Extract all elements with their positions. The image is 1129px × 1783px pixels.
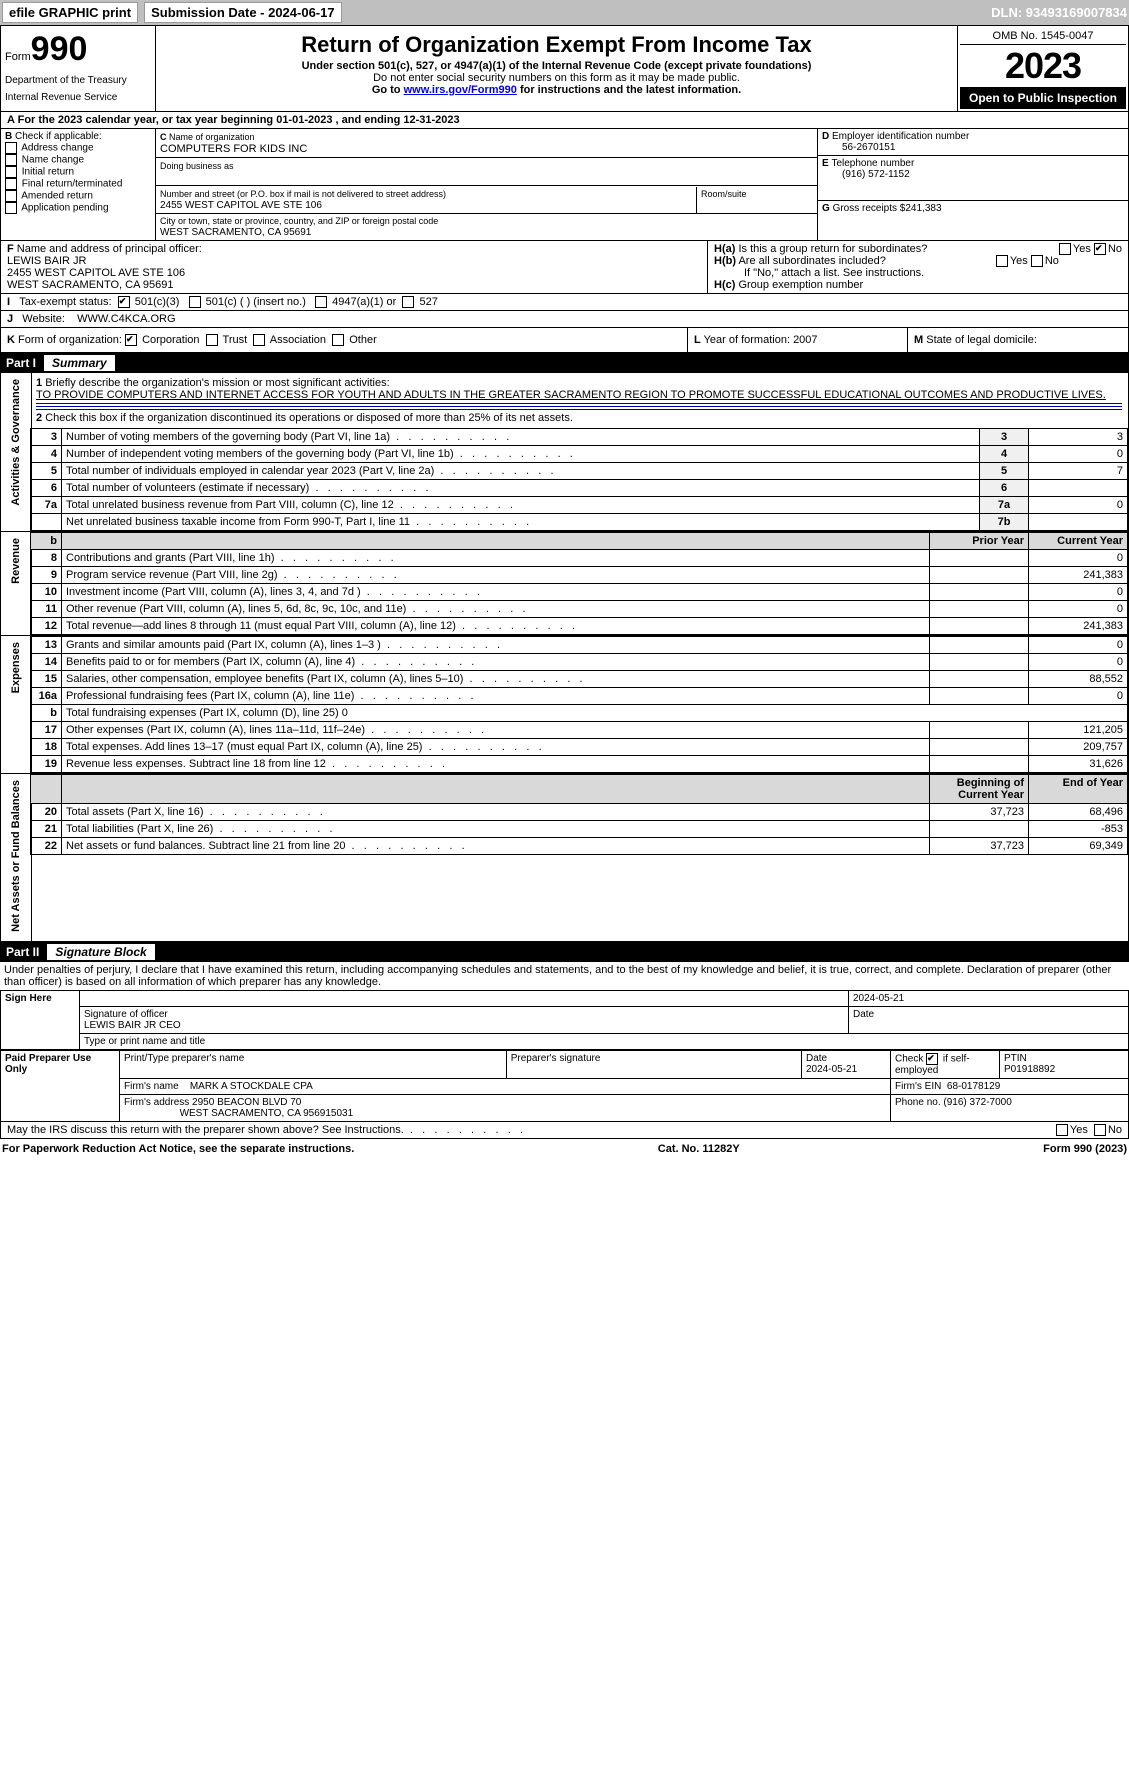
i-501c[interactable] bbox=[189, 296, 201, 308]
officer-sig: LEWIS BAIR JR CEO bbox=[84, 1020, 181, 1031]
line-a: A For the 2023 calendar year, or tax yea… bbox=[0, 112, 1129, 129]
dln-label: DLN: 93493169007834 bbox=[991, 5, 1127, 20]
irs-link[interactable]: www.irs.gov/Form990 bbox=[404, 84, 517, 96]
self-employed-check[interactable] bbox=[926, 1053, 938, 1065]
efile-button[interactable]: efile GRAPHIC print bbox=[2, 2, 138, 23]
part2-header: Part IISignature Block bbox=[0, 942, 1129, 962]
discuss-label: May the IRS discuss this return with the… bbox=[7, 1124, 404, 1136]
paid-preparer: Paid Preparer Use Only bbox=[1, 1051, 120, 1122]
side-revenue: Revenue bbox=[0, 532, 32, 636]
sign-here: Sign Here bbox=[1, 991, 80, 1050]
ha-yes[interactable] bbox=[1059, 243, 1071, 255]
org-name: COMPUTERS FOR KIDS INC bbox=[160, 143, 307, 155]
checkbox-final[interactable] bbox=[5, 178, 17, 190]
section-b: B Check if applicable: Address change Na… bbox=[1, 129, 156, 240]
i-527[interactable] bbox=[402, 296, 414, 308]
end-year-hdr: End of Year bbox=[1029, 775, 1128, 804]
form-subtitle: Under section 501(c), 527, or 4947(a)(1)… bbox=[160, 60, 953, 72]
checkbox-address[interactable] bbox=[5, 142, 17, 154]
checkbox-initial[interactable] bbox=[5, 166, 17, 178]
k-corp[interactable] bbox=[125, 334, 137, 346]
omb-number: OMB No. 1545-0047 bbox=[960, 28, 1126, 45]
discuss-yes[interactable] bbox=[1056, 1124, 1068, 1136]
firm-city: WEST SACRAMENTO, CA 956915031 bbox=[180, 1108, 354, 1119]
form-number: Form990 bbox=[5, 30, 151, 69]
footer-mid: Cat. No. 11282Y bbox=[658, 1143, 740, 1155]
ein-value: 56-2670151 bbox=[822, 142, 895, 153]
begin-year-hdr: Beginning of Current Year bbox=[930, 775, 1029, 804]
hb-yes[interactable] bbox=[996, 255, 1008, 267]
prep-date: 2024-05-21 bbox=[806, 1064, 857, 1075]
firm-ein: 68-0178129 bbox=[947, 1081, 1000, 1092]
ssn-note: Do not enter social security numbers on … bbox=[160, 72, 953, 84]
i-501c3[interactable] bbox=[118, 296, 130, 308]
gross-receipts: 241,383 bbox=[905, 203, 941, 214]
declaration: Under penalties of perjury, I declare th… bbox=[0, 962, 1129, 990]
tax-year: 2023 bbox=[960, 45, 1126, 87]
prior-year-hdr: Prior Year bbox=[930, 533, 1029, 550]
side-governance: Activities & Governance bbox=[0, 373, 32, 532]
side-expenses: Expenses bbox=[0, 636, 32, 774]
open-public: Open to Public Inspection bbox=[960, 87, 1126, 109]
website: WWW.C4KCA.ORG bbox=[77, 313, 175, 325]
officer-addr: 2455 WEST CAPITOL AVE STE 106 bbox=[7, 267, 185, 279]
year-formation: 2007 bbox=[793, 334, 817, 346]
firm-phone: (916) 372-7000 bbox=[943, 1097, 1011, 1108]
side-net: Net Assets or Fund Balances bbox=[0, 774, 32, 942]
mission-text: TO PROVIDE COMPUTERS AND INTERNET ACCESS… bbox=[36, 389, 1106, 401]
domicile-label: State of legal domicile: bbox=[926, 334, 1037, 346]
k-other[interactable] bbox=[332, 334, 344, 346]
dba-label: Doing business as bbox=[160, 161, 234, 171]
k-trust[interactable] bbox=[206, 334, 218, 346]
hc-label: Group exemption number bbox=[738, 279, 863, 291]
irs-label: Internal Revenue Service bbox=[5, 86, 151, 103]
part1-header: Part ISummary bbox=[0, 353, 1129, 373]
checkbox-name[interactable] bbox=[5, 154, 17, 166]
org-address: 2455 WEST CAPITOL AVE STE 106 bbox=[160, 200, 322, 211]
top-bar: efile GRAPHIC print Submission Date - 20… bbox=[0, 0, 1129, 25]
form-title: Return of Organization Exempt From Incom… bbox=[160, 32, 953, 58]
checkbox-pending[interactable] bbox=[5, 202, 17, 214]
discuss-no[interactable] bbox=[1094, 1124, 1106, 1136]
hb-no[interactable] bbox=[1031, 255, 1043, 267]
officer-city: WEST SACRAMENTO, CA 95691 bbox=[7, 279, 173, 291]
ha-no[interactable] bbox=[1094, 243, 1106, 255]
preparer-name-lbl: Print/Type preparer's name bbox=[120, 1051, 507, 1079]
sign-date: 2024-05-21 bbox=[849, 991, 1129, 1007]
officer-name: LEWIS BAIR JR bbox=[7, 255, 86, 267]
footer-right: Form 990 (2023) bbox=[1043, 1143, 1127, 1155]
i-4947[interactable] bbox=[315, 296, 327, 308]
org-city: WEST SACRAMENTO, CA 95691 bbox=[160, 227, 311, 238]
line2-text: Check this box if the organization disco… bbox=[45, 412, 573, 424]
ptin-val: P01918892 bbox=[1004, 1064, 1055, 1075]
dept-treasury: Department of the Treasury bbox=[5, 69, 151, 86]
hb-note: If "No," attach a list. See instructions… bbox=[714, 267, 924, 279]
phone-value: (916) 572-1152 bbox=[822, 169, 910, 180]
firm-address: 2950 BEACON BLVD 70 bbox=[192, 1097, 301, 1108]
room-label: Room/suite bbox=[701, 189, 747, 199]
type-name-label: Type or print name and title bbox=[80, 1034, 1129, 1050]
submission-date: Submission Date - 2024-06-17 bbox=[144, 2, 342, 23]
checkbox-amended[interactable] bbox=[5, 190, 17, 202]
preparer-sig-lbl: Preparer's signature bbox=[506, 1051, 801, 1079]
firm-name: MARK A STOCKDALE CPA bbox=[190, 1081, 313, 1092]
footer-left: For Paperwork Reduction Act Notice, see … bbox=[2, 1143, 354, 1155]
curr-year-hdr: Current Year bbox=[1029, 533, 1128, 550]
k-assoc[interactable] bbox=[253, 334, 265, 346]
goto-link: Go to www.irs.gov/Form990 for instructio… bbox=[160, 84, 953, 96]
